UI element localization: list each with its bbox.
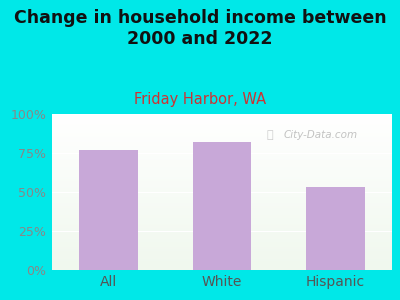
Text: Change in household income between
2000 and 2022: Change in household income between 2000 … <box>14 9 386 48</box>
Bar <box>192 142 252 270</box>
Text: City-Data.com: City-Data.com <box>283 130 357 140</box>
Bar <box>306 187 365 270</box>
Text: Ⓢ: Ⓢ <box>266 130 273 140</box>
Text: Friday Harbor, WA: Friday Harbor, WA <box>134 92 266 106</box>
Bar <box>79 150 138 270</box>
